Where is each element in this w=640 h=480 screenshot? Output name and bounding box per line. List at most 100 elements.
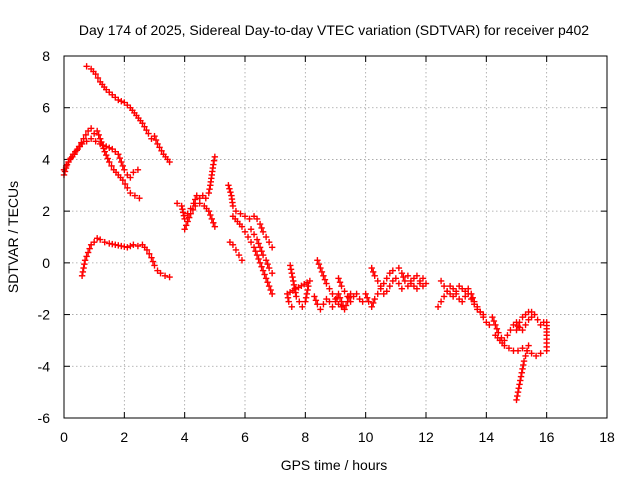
data-point [139,120,146,127]
data-point [185,214,193,221]
data-point [210,161,217,168]
data-point [131,192,139,199]
data-point [121,180,129,188]
data-point [116,154,124,162]
data-point [82,131,90,139]
data-point [342,302,350,309]
data-point [268,270,276,277]
x-tick-label: 10 [358,429,374,445]
data-point [317,264,324,272]
data-point [92,138,99,145]
data-point [395,264,403,272]
data-point [227,188,234,196]
data-point [329,303,336,311]
data-point [189,206,197,214]
y-tick-label: 2 [42,203,50,219]
data-point [380,280,387,287]
data-point [400,273,407,281]
data-point [434,303,442,311]
data-point [320,301,327,308]
data-point [332,295,339,303]
data-point [192,196,199,203]
data-point [207,211,214,219]
data-point [235,251,243,259]
data-point [338,303,345,311]
y-axis-label: SDTVAR / TECUs [5,181,21,293]
data-point [187,210,194,217]
data-point [104,155,111,162]
x-axis-tick-labels: 0 2 4 6 8 10 12 14 16 18 [60,429,615,445]
data-point [299,303,306,311]
data-point [419,275,427,282]
data-point [370,299,377,307]
data-point [161,272,169,279]
data-point [514,392,521,400]
data-point [124,184,131,192]
data-point [528,350,535,357]
data-point [296,298,303,305]
data-point [520,357,528,365]
data-point [81,257,89,264]
data-point [302,298,309,305]
data-point [180,212,188,219]
data-point [371,295,378,303]
data-point [413,272,421,279]
data-point [78,272,86,279]
data-point [371,272,378,279]
data-point [258,248,265,255]
data-point [208,215,216,223]
data-point [480,313,487,321]
y-tick-label: -6 [38,410,51,426]
data-point [67,154,74,162]
data-point [258,224,265,232]
data-point [151,262,158,269]
data-point [246,215,253,223]
data-point [151,132,158,140]
data-point [514,388,522,396]
data-point [516,381,523,388]
data-point [250,231,258,238]
data-point [520,361,527,369]
data-point [290,281,298,289]
data-point [362,290,369,298]
data-point [386,282,393,290]
x-tick-label: 14 [479,429,495,445]
data-point [118,98,125,105]
data-point [398,285,406,292]
data-point [465,285,472,292]
data-point [312,297,320,304]
data-point [326,285,333,292]
data-point [253,215,261,223]
data-point [103,151,110,159]
y-tick-label: 6 [42,100,50,116]
data-point [149,258,157,265]
data-point [250,244,258,251]
data-point [353,290,360,298]
data-point [525,342,532,349]
data-point [519,326,526,334]
data-point [532,352,540,360]
data-point [452,288,460,295]
data-point [517,373,525,380]
data-point [335,290,342,298]
data-point [304,286,311,294]
data-point [253,251,261,259]
data-point [289,273,296,281]
data-point [315,260,323,268]
x-tick-label: 12 [418,429,434,445]
data-point [401,277,409,285]
data-point [103,143,110,150]
data-point [505,344,513,352]
data-point [359,298,366,305]
x-tick-label: 6 [241,429,249,445]
data-point [92,70,99,78]
data-point [141,123,148,130]
x-tick-label: 0 [60,429,68,445]
data-point [489,313,496,321]
data-point [154,140,161,148]
data-point [78,139,85,146]
data-point [145,130,152,137]
data-point [192,202,199,210]
data-point [238,223,246,230]
